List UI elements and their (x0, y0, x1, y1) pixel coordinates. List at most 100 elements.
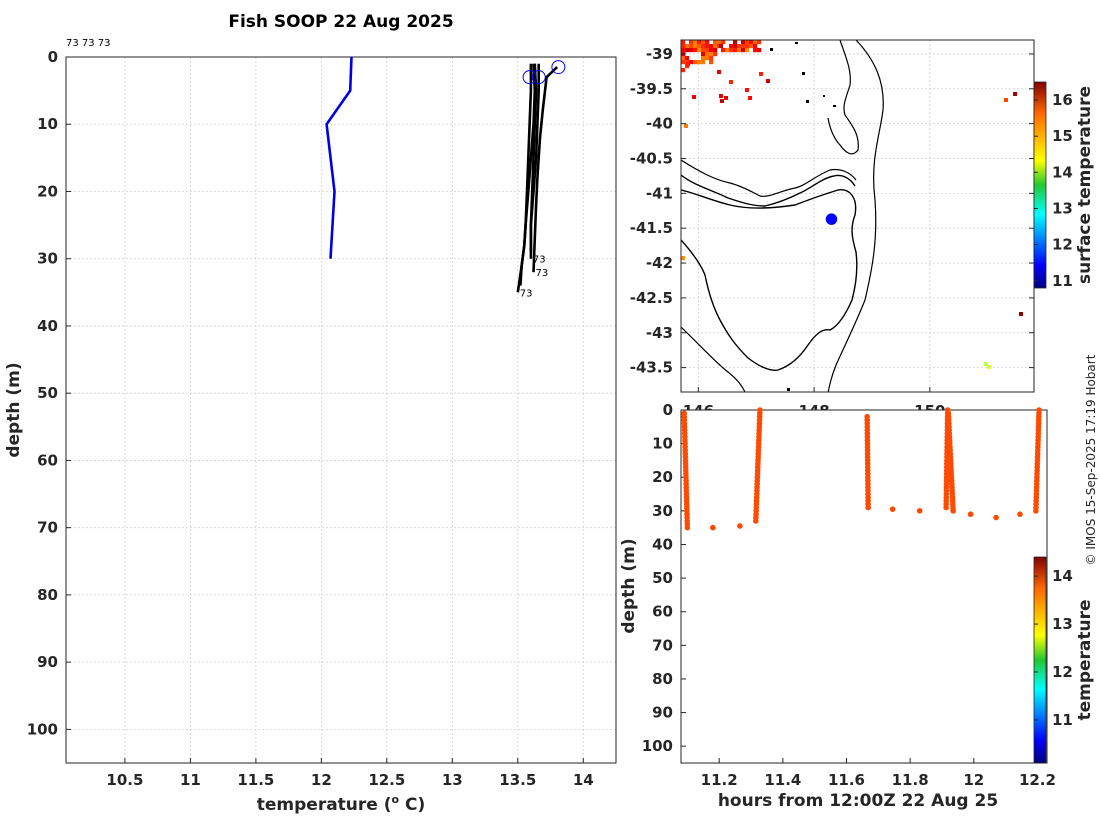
sst-pixel (737, 44, 742, 49)
imos-credit: © IMOS 15-Sep-2025 17:19 Hobart (1084, 354, 1098, 565)
profile-y-tick-label: 60 (37, 451, 58, 469)
section-y-tick-label: 100 (642, 737, 673, 755)
sst-pixel (745, 40, 750, 45)
profile-x-axis-label-unit: C) (399, 795, 425, 815)
section-colorbar-tick-label: 11 (1052, 711, 1073, 729)
profile-line-profile-5 (529, 63, 538, 252)
sst-pixel (685, 44, 690, 49)
sst-pixel (984, 362, 988, 366)
sst-pixel (987, 365, 991, 369)
section-y-tick-label: 80 (652, 670, 673, 688)
map-colorbar-tick-label: 16 (1052, 91, 1073, 109)
section-x-tick-label: 11.2 (701, 771, 738, 789)
sst-pixel (701, 48, 706, 53)
temperature-profile-panel: 10.5 11 11.5 12 12.5 13 13.5 14 0 10 20 30 40 50 60 70 8… (4, 38, 617, 815)
profile-x-tick-label: 14 (573, 771, 594, 789)
map-colorbar-tick-label: 13 (1052, 199, 1073, 217)
sst-pixel (689, 44, 694, 49)
sst-pixel (721, 40, 726, 45)
sst-pixel (717, 40, 722, 45)
map-colorbar-tick-label: 14 (1052, 163, 1073, 181)
sst-pixel (693, 44, 698, 49)
sst-pixel (719, 94, 723, 98)
surface-temperature-map-panel: 146148150-39-39.5-40-40.5-41-41.5-42-42.… (630, 39, 1095, 420)
depth-time-section-panel: 11.2 11.4 11.6 11.8 12 12.2 0 10 20 30 40 50 60 70 80 9… (619, 401, 1095, 811)
bass-strait-north-coast (681, 159, 857, 197)
profile-x-tick-label: 12.5 (368, 771, 405, 789)
map-plot-area (681, 40, 1034, 392)
section-y-tick-label: 30 (652, 502, 673, 520)
profile-axes-box (65, 56, 617, 764)
sst-pixel (753, 40, 758, 45)
sst-pixel (749, 44, 754, 49)
sst-pixel (733, 44, 738, 49)
sst-pixel (681, 60, 686, 65)
profile-y-tick-label: 20 (37, 182, 58, 200)
profile-line-profile-3 (532, 66, 559, 273)
map-lat-tick-label: -41.5 (630, 219, 673, 237)
map-colorbar (1033, 81, 1047, 289)
sst-pixel (697, 48, 702, 53)
sst-pixel (705, 40, 710, 45)
section-colorbar-tick-label: 13 (1052, 615, 1073, 633)
section-point (1017, 511, 1023, 518)
profile-end-label: 73 (533, 255, 546, 266)
section-x-axis-label: hours from 12:00Z 22 Aug 25 (718, 791, 998, 811)
mainland-coast (681, 174, 856, 207)
profile-y-tick-label: 70 (37, 519, 58, 537)
map-lat-tick-label: -43 (646, 324, 673, 342)
sst-pixel (745, 48, 750, 53)
sst-pixel (697, 44, 702, 49)
section-y-tick-label: 10 (652, 435, 673, 453)
section-x-tick-label: 11.6 (828, 771, 865, 789)
sst-pixel (689, 48, 694, 53)
sst-pixel (753, 48, 758, 53)
section-x-tick-label: 11.4 (764, 771, 801, 789)
surface-marker (531, 70, 546, 85)
sst-pixel (709, 52, 714, 57)
map-lat-tick-label: -42 (646, 254, 673, 272)
section-y-axis-label: depth (m) (619, 538, 639, 633)
section-y-tick-label: 20 (652, 468, 673, 486)
section-point (950, 508, 956, 514)
sst-pixel (697, 60, 702, 65)
map-colorbar-label: surface temperature (1075, 86, 1095, 284)
sst-pixel (733, 48, 738, 53)
map-colorbar-tick-label: 12 (1052, 236, 1073, 254)
sst-pixel (741, 48, 746, 53)
sst-pixel (737, 48, 742, 53)
profile-y-tick-label: 10 (37, 115, 58, 133)
sst-pixel (685, 48, 690, 53)
sst-pixel (753, 44, 758, 49)
section-axes-box (680, 409, 1048, 764)
profile-y-tick-label: 50 (37, 384, 58, 402)
profile-end-label: 73 (536, 268, 549, 279)
sst-pixel (724, 96, 728, 100)
shelf-contour (827, 40, 884, 392)
profile-plot-area (66, 57, 616, 763)
sst-pixel (689, 40, 694, 45)
tasmania-coast (681, 189, 858, 372)
sst-pixel (685, 56, 690, 61)
section-colorbar-label: temperature (1075, 599, 1095, 720)
sst-pixel (681, 44, 686, 49)
sst-pixel (686, 62, 690, 66)
islands (770, 42, 836, 391)
sst-pixel (681, 48, 686, 53)
surface-marker (551, 60, 566, 75)
profile-x-tick-label: 10.5 (106, 771, 143, 789)
sst-pixel (701, 44, 706, 49)
sst-pixel (709, 48, 714, 53)
map-lat-tick-label: -40.5 (630, 149, 673, 167)
map-lat-tick-label: -40 (646, 115, 673, 133)
profile-y-tick-label: 80 (37, 586, 58, 604)
sst-pixel (745, 44, 750, 49)
sst-pixel (685, 64, 690, 69)
sst-pixel (689, 60, 694, 65)
sst-pixel (701, 60, 706, 65)
sst-pixel (717, 70, 721, 74)
map-lat-tick-label: -42.5 (630, 289, 673, 307)
section-point (710, 524, 716, 531)
section-y-tick-label: 90 (652, 704, 673, 722)
